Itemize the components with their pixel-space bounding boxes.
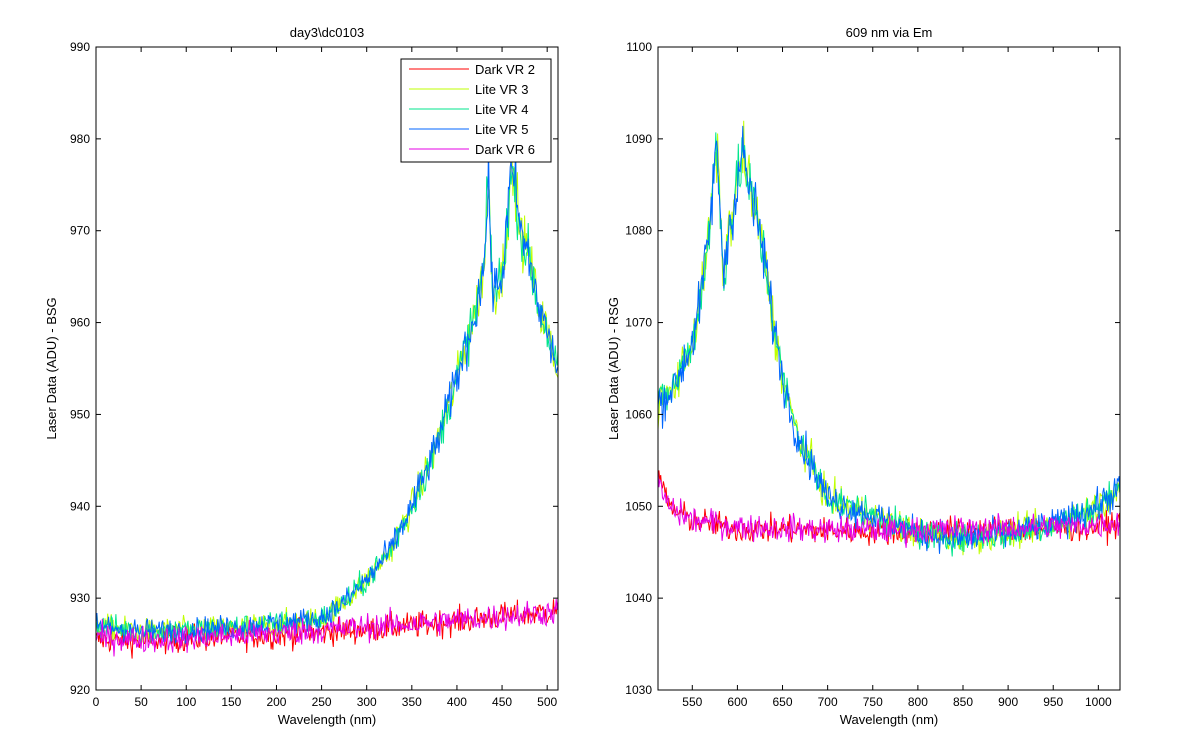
- y-axis-label: Laser Data (ADU) - BSG: [44, 297, 59, 439]
- legend-entry: Lite VR 3: [475, 82, 528, 97]
- y-axis-label: Laser Data (ADU) - RSG: [606, 297, 621, 440]
- x-tick-label: 950: [1043, 695, 1063, 709]
- series-line-lite-vr-5: [96, 142, 558, 645]
- y-tick-label: 980: [70, 132, 90, 146]
- series-line-dark-vr-6: [96, 598, 558, 657]
- x-tick-label: 800: [908, 695, 928, 709]
- y-tick-label: 1090: [625, 132, 652, 146]
- x-tick-label: 350: [402, 695, 422, 709]
- x-tick-label: 100: [176, 695, 196, 709]
- axes-box: [657, 46, 1121, 691]
- x-axis-label: Wavelength (nm): [278, 712, 377, 727]
- x-tick-label: 500: [537, 695, 557, 709]
- x-tick-label: 50: [134, 695, 148, 709]
- x-tick-label: 850: [953, 695, 973, 709]
- x-tick-label: 450: [492, 695, 512, 709]
- series-line-lite-vr-5: [658, 125, 1120, 554]
- y-tick-label: 960: [70, 316, 90, 330]
- legend-entry: Dark VR 6: [475, 142, 535, 157]
- x-tick-label: 600: [727, 695, 747, 709]
- y-tick-label: 1080: [625, 224, 652, 238]
- legend: Dark VR 2 Lite VR 3 Lite VR 4 Lite VR 5 Dark…: [400, 58, 552, 163]
- x-axis-label: Wavelength (nm): [840, 712, 939, 727]
- series-group: [658, 120, 1120, 557]
- series-line-lite-vr-4: [658, 132, 1120, 557]
- y-tick-label: 920: [70, 683, 90, 697]
- x-tick-label: 650: [773, 695, 793, 709]
- series-line-lite-vr-4: [96, 151, 558, 644]
- y-tick-label: 1060: [625, 407, 652, 421]
- y-tick-label: 940: [70, 499, 90, 513]
- x-tick-label: 700: [818, 695, 838, 709]
- y-tick-label: 1030: [625, 683, 652, 697]
- y-tick-label: 990: [70, 40, 90, 54]
- y-tick-label: 950: [70, 407, 90, 421]
- y-tick-label: 930: [70, 591, 90, 605]
- y-tick-label: 1040: [625, 591, 652, 605]
- x-tick-label: 300: [357, 695, 377, 709]
- plot-area: [658, 47, 1120, 690]
- series-line-dark-vr-6: [658, 471, 1120, 548]
- chart-1: 0 50 100 150 200 250 300 350 400 450 500 920 930 940 9…: [44, 25, 559, 727]
- chart-title: 609 nm via Em: [846, 25, 933, 40]
- x-tick-label: 150: [221, 695, 241, 709]
- y-tick-label: 1070: [625, 316, 652, 330]
- x-tick-label: 200: [266, 695, 286, 709]
- x-tick-label: 750: [863, 695, 883, 709]
- x-tick-label: 900: [998, 695, 1018, 709]
- x-tick-label: 0: [93, 695, 100, 709]
- legend-entry: Dark VR 2: [475, 62, 535, 77]
- y-tick-label: 970: [70, 224, 90, 238]
- y-tick-label: 1050: [625, 499, 652, 513]
- x-tick-label: 400: [447, 695, 467, 709]
- legend-entry: Lite VR 5: [475, 122, 528, 137]
- y-tick-label: 1100: [626, 40, 652, 54]
- x-tick-label: 550: [682, 695, 702, 709]
- x-tick-label: 1000: [1085, 695, 1112, 709]
- chart-2: 550 600 650 700 750 800 850 900 950 1000 1030 1040 1…: [606, 25, 1121, 727]
- chart-title: day3\dc0103: [290, 25, 364, 40]
- legend-box: [400, 58, 552, 163]
- x-tick-label: 250: [312, 695, 332, 709]
- axes-box: [95, 46, 559, 691]
- series-group: [96, 142, 558, 659]
- legend-entry: Lite VR 4: [475, 102, 528, 117]
